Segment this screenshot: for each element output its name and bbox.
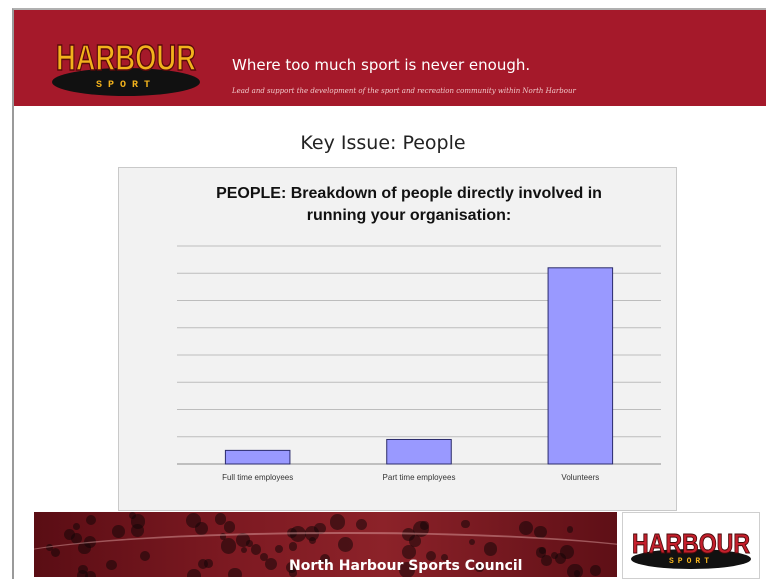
header-banner: HARBOUR SPORT Where too much sport is ne… — [14, 10, 766, 106]
chart-panel: PEOPLE: Breakdown of people directly inv… — [118, 167, 677, 511]
crowd-dot — [186, 513, 202, 529]
x-tick-labels: Full time employees Part time employees Vo… — [222, 473, 599, 482]
crowd-dot — [223, 521, 236, 533]
bars — [224, 267, 614, 465]
footer-logo-top: HARBOUR — [632, 528, 750, 559]
crowd-dot — [128, 512, 136, 520]
chart-title-line-1: PEOPLE: Breakdown of people directly inv… — [216, 185, 602, 202]
crowd-dot — [63, 528, 75, 540]
crowd-dot — [130, 524, 144, 537]
crowd-dot — [112, 525, 125, 538]
x-tick-label: Full time employees — [222, 473, 293, 482]
harbour-sport-logo: HARBOUR SPORT — [46, 20, 206, 110]
crowd-dot — [73, 523, 81, 530]
x-tick-label: Part time employees — [383, 473, 456, 482]
logo-bottom-text: SPORT — [96, 80, 156, 91]
footer-banner: North Harbour Sports Council — [34, 512, 617, 577]
footer-logo-bottom: SPORT — [669, 557, 713, 566]
crowd-dot — [215, 513, 227, 525]
crowd-dot — [356, 518, 368, 530]
sub-tagline: Lead and support the development of the … — [232, 87, 576, 95]
bar-chart: PEOPLE: Breakdown of people directly inv… — [177, 185, 661, 482]
crowd-dot — [314, 522, 326, 535]
chart-title-line-2: running your organisation: — [307, 207, 511, 224]
tagline: Where too much sport is never enough. — [232, 56, 531, 74]
bar-volunteers — [547, 267, 614, 465]
logo-top-text: HARBOUR — [56, 37, 196, 78]
crowd-dot — [566, 526, 574, 534]
council-name: North Harbour Sports Council — [289, 558, 523, 574]
bar-full-time-employees — [224, 449, 291, 465]
footer-swoosh — [34, 532, 617, 577]
crowd-dot — [534, 525, 547, 539]
crowd-dot — [518, 520, 534, 536]
footer-logo: HARBOUR SPORT — [622, 512, 760, 579]
crowd-dot — [461, 519, 470, 529]
crowd-dot — [70, 533, 82, 545]
bar-part-time-employees — [386, 438, 452, 465]
crowd-dot — [329, 514, 346, 530]
x-tick-label: Volunteers — [561, 473, 599, 482]
crowd-dot — [85, 514, 97, 526]
slide-title: Key Issue: People — [300, 132, 466, 154]
